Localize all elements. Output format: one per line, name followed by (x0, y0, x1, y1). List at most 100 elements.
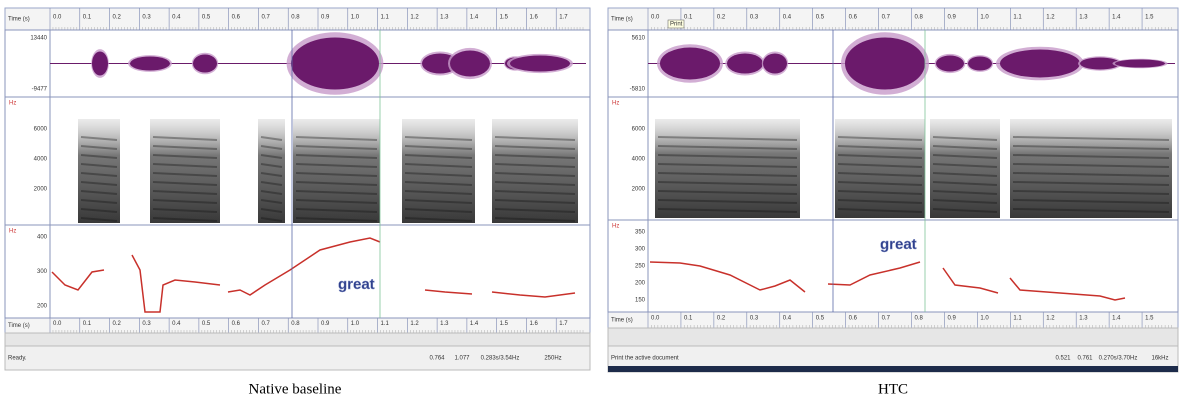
status-field: 1.077 (454, 356, 470, 362)
time-label: Time (s) (8, 17, 30, 23)
formant-streak (657, 163, 798, 168)
time-tick: 1.5 (1145, 316, 1154, 322)
formant-streak (152, 172, 218, 177)
status-field: 0.761 (1077, 356, 1093, 362)
time-tick: 1.0 (351, 321, 360, 327)
status-text: Print the active document (611, 356, 679, 362)
formant-streak (932, 199, 998, 204)
formant-streak (295, 172, 378, 177)
time-tick: 0.7 (882, 316, 891, 322)
waveform-core (727, 53, 763, 74)
status-field: 250Hz (544, 356, 561, 362)
formant-streak (657, 145, 798, 150)
time-tick: 0.7 (261, 15, 270, 21)
time-label: Time (s) (611, 318, 633, 324)
formant-streak (152, 217, 218, 222)
time-tick: 1.3 (1079, 316, 1088, 322)
formant-streak (837, 154, 923, 159)
time-tick: 1.2 (1046, 316, 1055, 322)
time-tick: 0.6 (232, 321, 241, 327)
formant-streak (657, 172, 798, 177)
waveform-core (1000, 49, 1080, 78)
formant-streak (404, 163, 473, 168)
time-tick: 0.2 (717, 316, 726, 322)
time-tick: 1.3 (440, 321, 449, 327)
formant-streak (152, 199, 218, 204)
status-text: Ready. (8, 356, 27, 362)
formant-streak (932, 154, 998, 159)
time-tick: 0.4 (783, 15, 792, 21)
waveform-core (291, 37, 379, 90)
time-tick: 1.1 (381, 15, 390, 21)
formant-streak (1012, 136, 1170, 141)
time-tick: 1.0 (980, 316, 989, 322)
time-tick: 0.3 (750, 15, 759, 21)
spectrogram-energy (835, 119, 925, 218)
time-tick: 1.4 (470, 15, 479, 21)
waveform-core (92, 51, 108, 76)
formant-streak (932, 190, 998, 195)
spec-tick: 2000 (34, 187, 48, 193)
spec-tick: 6000 (632, 127, 646, 133)
spectrogram-energy (492, 119, 578, 223)
time-tick: 1.7 (559, 321, 568, 327)
time-tick: 0.5 (816, 316, 825, 322)
formant-streak (932, 145, 998, 150)
formant-streak (404, 199, 473, 204)
formant-streak (260, 172, 283, 177)
formant-streak (152, 208, 218, 213)
time-tick: 0.7 (882, 15, 891, 21)
time-tick: 1.5 (500, 15, 509, 21)
spec-tick: 6000 (34, 127, 48, 133)
formant-streak (657, 199, 798, 204)
time-tick: 0.1 (83, 321, 92, 327)
time-tick: 0.5 (202, 321, 211, 327)
formant-streak (932, 136, 998, 141)
spec-tick: 4000 (632, 157, 646, 163)
time-tick: 1.1 (381, 321, 390, 327)
formant-streak (80, 154, 118, 159)
waveform-core (450, 50, 490, 77)
time-tick: 1.6 (529, 15, 538, 21)
waveform-core (510, 55, 570, 72)
time-tick: 1.2 (1046, 15, 1055, 21)
formant-streak (404, 217, 473, 222)
formant-streak (837, 181, 923, 186)
pitch-contour (131, 254, 221, 313)
formant-streak (494, 217, 576, 222)
formant-streak (260, 190, 283, 195)
time-tick: 1.6 (529, 321, 538, 327)
amp-max: 13440 (30, 36, 47, 42)
waveform-core (193, 54, 217, 73)
time-tick: 0.2 (113, 15, 122, 21)
formant-streak (837, 163, 923, 168)
time-tick: 1.5 (1145, 15, 1154, 21)
formant-streak (80, 136, 118, 141)
pitch-tick: 300 (37, 269, 48, 275)
formant-streak (494, 163, 576, 168)
formant-streak (260, 199, 283, 204)
spec-tick: 2000 (632, 187, 646, 193)
spec-unit: Hz (9, 101, 16, 107)
spectrogram-energy (258, 119, 285, 223)
time-tick: 1.4 (1112, 15, 1121, 21)
time-tick: 1.4 (1112, 316, 1121, 322)
time-tick: 0.2 (113, 321, 122, 327)
formant-streak (152, 154, 218, 159)
formant-streak (260, 154, 283, 159)
formant-streak (1012, 163, 1170, 168)
caption: HTC (878, 381, 908, 397)
time-tick: 0.6 (849, 15, 858, 21)
formant-streak (404, 181, 473, 186)
formant-streak (494, 190, 576, 195)
pitch-unit: Hz (9, 229, 16, 235)
time-tick: 1.7 (559, 15, 568, 21)
formant-streak (260, 181, 283, 186)
time-tick: 0.7 (261, 321, 270, 327)
spectrogram-energy (293, 119, 380, 223)
spec-unit: Hz (612, 101, 619, 107)
formant-streak (932, 172, 998, 177)
formant-streak (932, 163, 998, 168)
time-tick: 0.1 (684, 15, 693, 21)
pitch-contour (424, 289, 473, 295)
